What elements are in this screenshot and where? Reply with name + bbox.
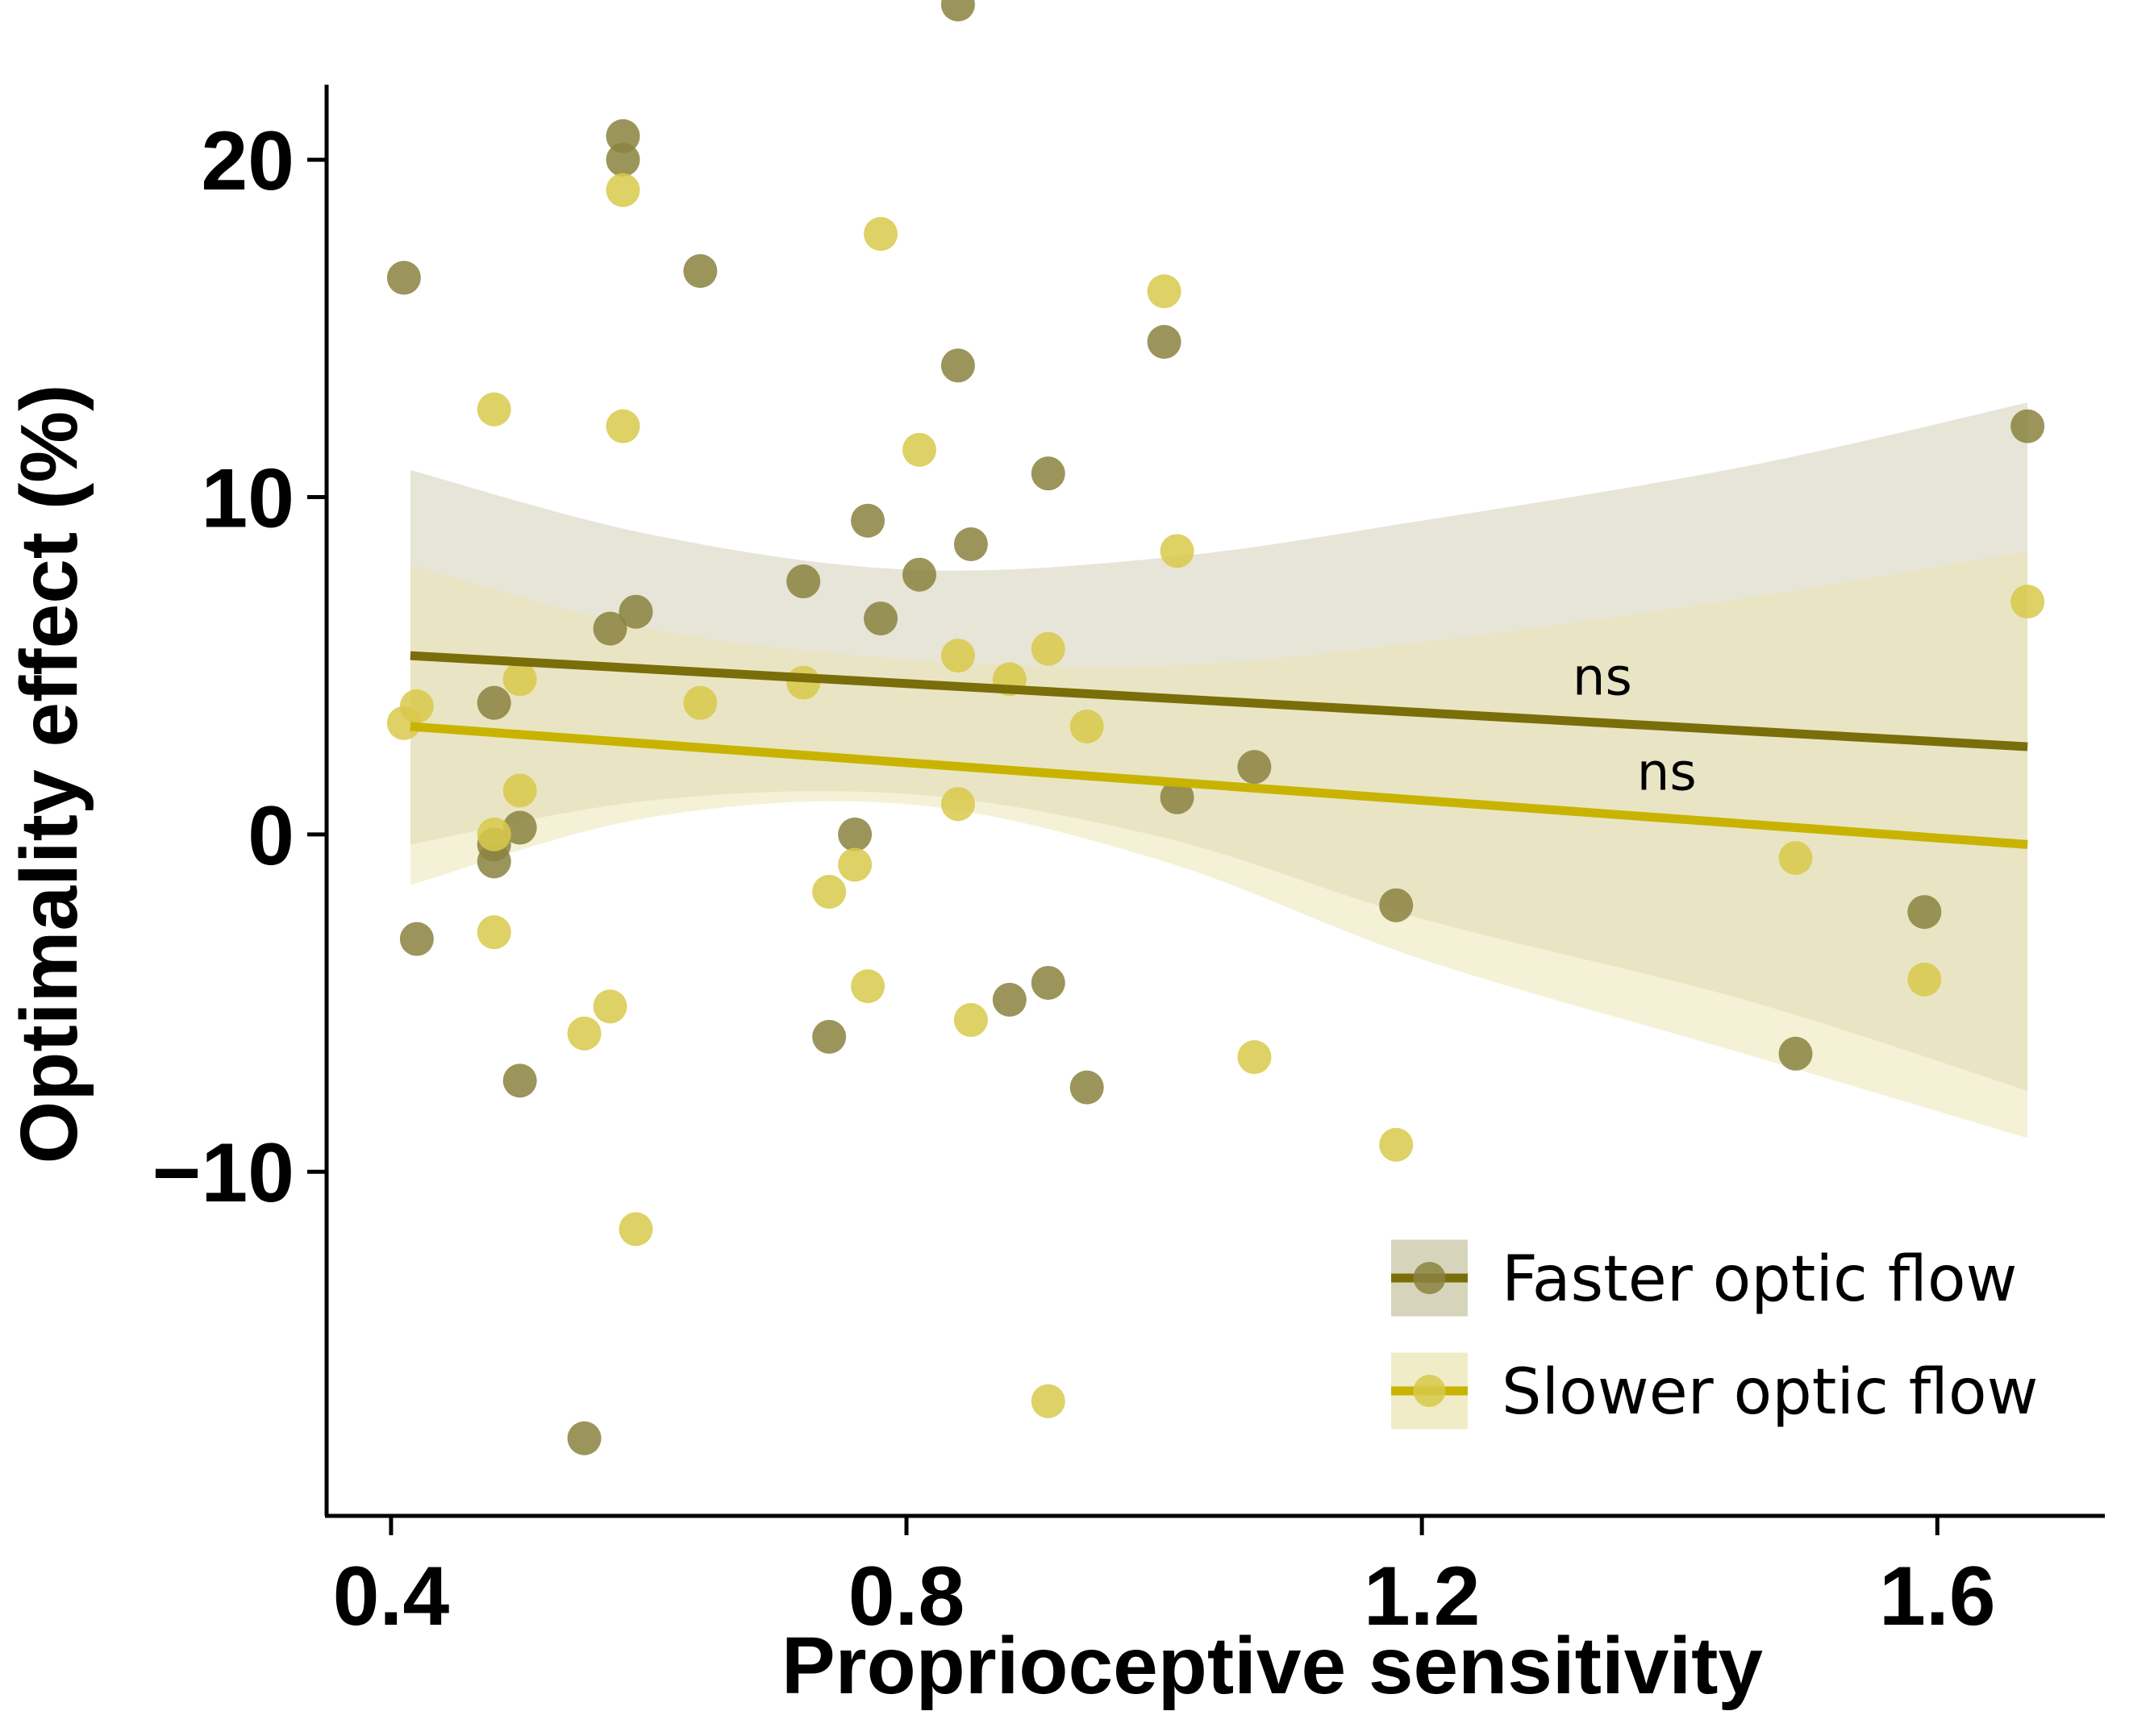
point-s1-25	[1031, 965, 1065, 1000]
point-s1-6	[502, 810, 537, 845]
point-s2-21	[940, 787, 975, 822]
point-s1-8	[567, 1421, 602, 1455]
point-s2-20	[940, 639, 975, 673]
point-s1-24	[1031, 456, 1065, 491]
ci-band-2	[410, 551, 2028, 1139]
legend-key-point-1	[1413, 1262, 1446, 1294]
point-s1-31	[1778, 1036, 1813, 1071]
point-s1-2	[399, 922, 434, 956]
point-s1-29	[1237, 750, 1272, 785]
data-points	[386, 0, 2045, 1455]
point-s2-22	[953, 1002, 988, 1037]
point-s2-5	[477, 915, 511, 950]
y-tick-label-4: 20	[201, 114, 294, 208]
fit-lines	[410, 651, 2028, 849]
x-tick-label-2: 0.8	[848, 1550, 965, 1643]
fit-line-2	[410, 722, 2028, 849]
point-s1-13	[683, 254, 718, 289]
legend-label-2: Slower optic flow	[1502, 1356, 2038, 1429]
point-s1-17	[851, 503, 885, 538]
point-s2-33	[2010, 585, 2045, 619]
point-s1-28	[1160, 780, 1194, 814]
point-s2-25	[1031, 1384, 1065, 1418]
confidence-bands	[410, 402, 2028, 1139]
legend-label-1: Faster optic flow	[1502, 1243, 2017, 1316]
point-s1-32	[1907, 895, 1942, 930]
significance-label-1: ns	[1573, 647, 1632, 707]
point-s2-31	[1778, 841, 1813, 876]
point-s1-18	[864, 602, 898, 636]
legend: Faster optic flow Slower optic flow	[1391, 1239, 2038, 1430]
point-s1-5	[477, 844, 511, 879]
point-s2-26	[1069, 709, 1104, 743]
y-axis-title: Optimality effect (%)	[4, 385, 94, 1164]
fit-line-1	[410, 651, 2028, 751]
x-axis-title: Proprioceptive sensitivity	[781, 1621, 1763, 1711]
point-s1-14	[786, 564, 821, 599]
point-s2-2	[399, 689, 434, 723]
point-s2-16	[838, 847, 873, 882]
point-s1-16	[838, 817, 873, 851]
point-s1-33	[2010, 409, 2045, 443]
point-s1-27	[1147, 325, 1181, 359]
point-s1-26	[1069, 1070, 1104, 1105]
x-tick-label-3: 1.2	[1364, 1550, 1481, 1643]
x-tick-label-4: 1.6	[1879, 1550, 1996, 1643]
point-s2-9	[593, 989, 627, 1024]
point-s1-21	[940, 0, 975, 22]
x-tick-label-1: 0.4	[333, 1550, 450, 1643]
point-s2-28	[1160, 534, 1194, 568]
point-s1-9	[593, 611, 627, 646]
point-s1-10	[606, 119, 640, 153]
point-s1-23	[992, 982, 1027, 1017]
point-s1-22	[953, 527, 988, 562]
point-s2-27	[1147, 274, 1181, 309]
point-s1-19	[902, 557, 936, 592]
point-s1-7	[502, 1064, 537, 1098]
significance-label-2: ns	[1637, 743, 1697, 803]
point-s2-32	[1907, 962, 1942, 997]
point-s1-11	[606, 143, 640, 177]
point-s1-3	[477, 685, 511, 720]
point-s2-29	[1237, 1039, 1272, 1074]
point-s2-11	[606, 409, 640, 443]
legend-key-point-2	[1413, 1375, 1446, 1407]
point-s1-20	[940, 348, 975, 383]
y-tick-label-1: −10	[152, 1126, 294, 1220]
point-s2-3	[477, 392, 511, 427]
point-s1-1	[386, 260, 421, 295]
point-s2-18	[864, 217, 898, 252]
point-s2-10	[606, 173, 640, 207]
point-s2-19	[902, 432, 936, 467]
point-s2-12	[619, 1212, 653, 1247]
point-s2-6	[502, 662, 537, 697]
point-s2-24	[1031, 631, 1065, 666]
point-s2-15	[812, 874, 847, 909]
point-s2-13	[683, 685, 718, 720]
point-s2-30	[1379, 1127, 1414, 1162]
point-s2-8	[567, 1016, 602, 1051]
point-s1-15	[812, 1019, 847, 1054]
point-s2-7	[502, 773, 537, 808]
y-tick-label-3: 10	[201, 452, 294, 545]
point-s1-12	[619, 594, 653, 629]
axes: 0.4 0.8 1.2 1.6 −10 0 10 20	[152, 85, 2105, 1643]
y-tick-label-2: 0	[248, 789, 294, 883]
point-s2-17	[851, 969, 885, 1004]
point-s1-30	[1379, 888, 1414, 922]
point-s2-4	[477, 817, 511, 851]
